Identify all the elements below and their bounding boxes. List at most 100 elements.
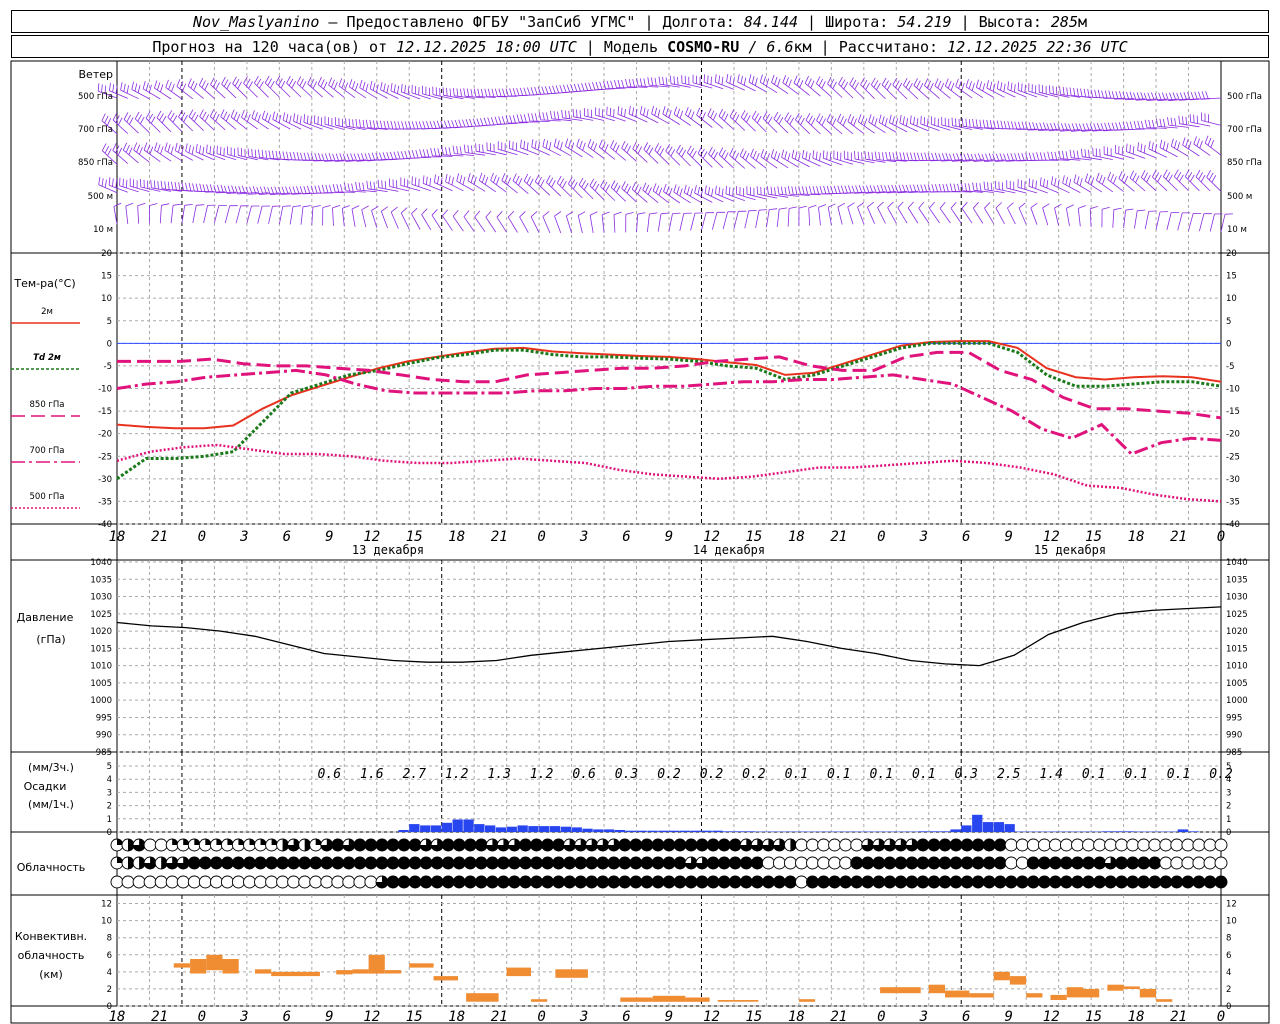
wind-barb: [159, 203, 170, 224]
wind-barb: [307, 76, 323, 98]
cloud-cover-fill: [916, 876, 929, 888]
conv-ytick-right: 10: [1226, 917, 1237, 927]
cloud-cover-fill: [265, 857, 278, 869]
cloud-cover-fill: [563, 857, 576, 869]
wind-barb: [906, 152, 929, 161]
temp-series-line: [117, 350, 1222, 420]
precip-bar: [604, 829, 615, 832]
wind-barb: [220, 109, 237, 130]
wind-barb: [784, 112, 800, 134]
cloud-cover-symbol: [1037, 838, 1051, 852]
hour-label: 18: [109, 529, 126, 545]
wind-barb: [857, 202, 865, 225]
cloud-cover-fill: [210, 857, 223, 869]
wind-barb: [411, 207, 421, 230]
model-label: Модель: [603, 37, 659, 56]
wind-barb: [243, 76, 258, 98]
temp-ytick-right: -30: [1226, 475, 1240, 485]
convective-cloud-block: [1026, 993, 1043, 998]
wind-barb: [755, 209, 768, 228]
wind-barb: [317, 76, 334, 98]
cloud-cover-fill: [1060, 876, 1073, 888]
cloud-cover-fill: [376, 857, 388, 869]
temp-ytick-left: -25: [98, 452, 112, 462]
cloud-cover-fill: [905, 857, 918, 869]
wind-barb: [445, 173, 464, 192]
cloud-cover-fill: [1060, 857, 1073, 869]
convective-cloud-block: [1050, 994, 1067, 1000]
wind-barb: [1176, 92, 1200, 101]
wind-barb: [739, 148, 756, 169]
wind-barb: [746, 186, 767, 200]
wind-barb: [982, 119, 1005, 130]
cloud-cover-fill: [994, 876, 1007, 888]
wind-barb: [160, 180, 182, 192]
convective-panel: [173, 954, 1173, 1002]
wind-barb: [1025, 122, 1048, 131]
wind-barb: [603, 80, 626, 90]
wind-barb: [897, 201, 908, 224]
wind-barb: [759, 74, 778, 94]
pressure-ytick-left: 995: [96, 713, 112, 723]
wind-barb: [485, 210, 497, 233]
cloud-cover-fill: [508, 839, 521, 852]
pressure-ytick-right: 1015: [1226, 644, 1248, 654]
hour-label-bottom: 6: [962, 1009, 970, 1024]
wind-barb: [296, 76, 313, 98]
wind-barb: [744, 210, 757, 229]
wind-barb: [199, 109, 215, 131]
cloud-cover-fill: [309, 857, 322, 869]
cloud-cover-fill: [950, 857, 962, 869]
wind-title: Ветер: [79, 68, 113, 81]
cloud-cover-fill: [883, 876, 896, 888]
wind-barb: [578, 177, 594, 200]
wind-barb: [639, 106, 659, 124]
cloud-cover-symbol: [839, 838, 853, 852]
wind-barb: [683, 184, 702, 204]
cloud-cover-fill: [618, 876, 631, 888]
hour-label-bottom: 12: [703, 1009, 720, 1024]
cloud-cover-fill: [431, 876, 444, 888]
cloud-cover-fill: [376, 839, 388, 851]
cloud-cover-symbol: [1126, 838, 1140, 852]
precip-bar: [744, 831, 756, 832]
wind-barb: [1059, 86, 1081, 98]
cloud-cover-fill: [376, 876, 388, 888]
wind-barb: [996, 80, 1016, 98]
cloud-cover-fill: [1126, 857, 1139, 869]
wind-barb: [442, 87, 464, 100]
cloud-cover-fill: [905, 876, 918, 888]
cloud-cover-symbol: [1048, 838, 1062, 852]
hour-label: 9: [665, 529, 673, 545]
wind-barb: [658, 76, 680, 88]
cloud-cover-fill: [243, 857, 256, 869]
wind-barb: [311, 205, 321, 226]
wind-barb: [472, 118, 496, 127]
cloud-cover-symbol: [1203, 856, 1217, 870]
cloud-cover-symbol: [1015, 838, 1029, 852]
cloud-cover-fill: [685, 857, 698, 870]
hour-label: 18: [1128, 529, 1145, 545]
wind-barb: [1028, 178, 1048, 194]
wind-barb: [351, 205, 360, 227]
cloud-cover-fill: [652, 857, 664, 869]
wind-barb: [776, 207, 788, 227]
cloud-cover-symbol: [187, 875, 201, 889]
wind-barb: [119, 177, 139, 193]
cloud-cover-fill: [1115, 857, 1128, 869]
wind-barb: [181, 182, 204, 192]
temp-ytick-left: 10: [101, 294, 112, 304]
wind-barb: [348, 79, 367, 99]
cloud-cover-symbol: [220, 875, 234, 889]
conv-ytick-left: 4: [107, 968, 112, 978]
wind-barb: [267, 186, 291, 196]
wind-barb: [652, 183, 670, 204]
wind-barb: [527, 113, 550, 122]
cloud-cover-fill: [1016, 876, 1029, 888]
wind-level-label-left: 500 гПа: [78, 92, 113, 102]
wind-barb: [798, 186, 821, 196]
wind-barb: [1107, 171, 1124, 192]
cloud-cover-fill: [640, 876, 653, 888]
precip-3h-total: 0.2: [657, 767, 681, 782]
cloud-cover-fill: [541, 876, 554, 888]
